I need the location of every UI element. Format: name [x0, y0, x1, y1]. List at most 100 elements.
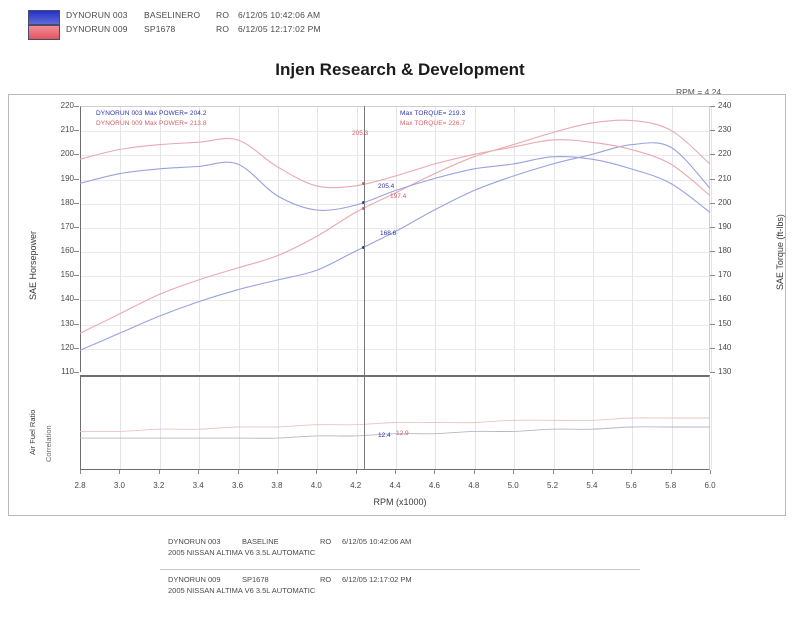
gridline-horizontal [81, 300, 709, 302]
x-axis-tick [355, 470, 357, 474]
legend-row-run-009: DYNORUN 009 SP1678 RO 6/12/05 12:17:02 PM [66, 22, 321, 36]
x-axis-tick [591, 470, 593, 474]
x-axis-tick-label: 3.8 [271, 481, 283, 490]
rpm-cursor-line[interactable] [363, 106, 365, 470]
y-axis-left-tick [74, 106, 79, 107]
run-vehicle: 2005 NISSAN ALTIMA V6 3.5L AUTOMATIC [168, 548, 316, 557]
x-axis-tick [710, 470, 711, 474]
y-axis-correlation-title: Correlation [44, 425, 53, 462]
legend-power-red: DYNORUN 009 Max POWER= 213.8 [96, 120, 207, 127]
gridline-vertical [671, 107, 673, 372]
y-axis-left-tick [74, 130, 79, 132]
y-axis-right-tick-label: 200 [718, 197, 732, 207]
y-axis-left-tick-label: 190 [60, 173, 74, 183]
x-axis-tick-label: 4.6 [428, 481, 440, 490]
legend-run-id: DYNORUN 009 [66, 24, 128, 34]
x-axis-tick-label: 3.6 [231, 481, 244, 490]
run-id: DYNORUN 003 [168, 537, 221, 546]
y-axis-right-tick [710, 202, 715, 204]
x-axis-tick [670, 470, 672, 474]
gridline-vertical [632, 107, 634, 372]
y-axis-right-tick-label: 180 [718, 246, 732, 256]
gridline-vertical [120, 377, 122, 469]
gridline-vertical [435, 107, 437, 372]
x-axis-tick-label: 4.4 [389, 481, 401, 490]
gridline-vertical [553, 107, 555, 372]
y-axis-right-tick [710, 347, 715, 349]
gridline-vertical [514, 377, 516, 469]
y-axis-left-tick-label: 130 [60, 318, 74, 328]
y-axis-left-tick-label: 150 [60, 270, 74, 280]
swatch-run-003 [28, 10, 60, 25]
y-axis-left-tick [74, 372, 79, 373]
x-axis-tick [237, 470, 239, 474]
y-axis-left-tick-label: 170 [60, 221, 74, 231]
y-axis-right-tick-label: 140 [718, 342, 732, 352]
callout-afr-blue: 12.4 [378, 432, 391, 439]
run-detail-block: DYNORUN 009 SP1678 RO 6/12/05 12:17:02 PM 2… [160, 569, 640, 601]
gridline-vertical [396, 107, 397, 372]
x-axis-tick [552, 470, 554, 474]
legend-timestamp: 6/12/05 12:17:02 PM [238, 24, 321, 34]
run-timestamp: 6/12/05 10:42:06 AM [342, 537, 412, 546]
gridline-horizontal [81, 203, 709, 205]
gridline-vertical [474, 377, 476, 469]
x-axis-tick-label: 5.2 [546, 481, 559, 490]
y-axis-left-tick-label: 220 [60, 101, 74, 110]
top-run-legend: DYNORUN 003 BASELINERO RO 6/12/05 10:42:06 … [28, 8, 448, 44]
y-axis-afr-title: Air Fuel Ratio [28, 409, 37, 455]
gridline-horizontal [81, 348, 709, 350]
callout-afr-red: 12.9 [396, 430, 409, 437]
y-axis-left-tick [74, 251, 79, 253]
x-axis-tick-label: 4.8 [468, 481, 480, 490]
y-axis-right-tick [710, 323, 715, 325]
gridline-vertical [553, 377, 555, 469]
legend-torque-blue: Max TORQUE= 219.3 [400, 110, 466, 117]
run-detail-header: DYNORUN 009 SP1678 RO 6/12/05 12:17:02 PM [168, 574, 640, 585]
gridline-horizontal [81, 252, 709, 254]
callout-torque-blue: 205.4 [378, 183, 395, 190]
gridline-vertical [238, 107, 240, 372]
gridline-vertical [474, 107, 476, 372]
gridline-vertical [435, 377, 437, 469]
y-axis-right-tick [710, 106, 715, 107]
y-axis-right-tick [710, 154, 715, 156]
y-axis-right-tick-label: 230 [718, 125, 732, 135]
y-axis-right-tick-label: 160 [718, 294, 732, 304]
callout-power-blue: 168.6 [380, 230, 397, 237]
x-axis-tick [513, 470, 515, 474]
gridline-vertical [277, 377, 279, 469]
x-axis-tick [473, 470, 475, 474]
x-axis-tick-label: 5.4 [586, 481, 598, 490]
x-axis-tick-label: 4.2 [350, 481, 362, 490]
legend-ro-label: RO [216, 10, 230, 20]
x-axis-tick-label: 4.0 [310, 481, 322, 490]
run-ro-label: RO [320, 537, 332, 546]
y-axis-right-tick-label: 220 [718, 149, 732, 159]
y-axis-left-tick [74, 275, 79, 277]
y-axis-left-tick [74, 178, 79, 180]
legend-run-name: SP1678 [144, 24, 176, 34]
y-axis-left-tick-label: 140 [60, 294, 74, 304]
gridline-vertical [514, 107, 516, 372]
gridline-vertical [238, 377, 240, 469]
y-axis-left-tick-label: 110 [61, 367, 74, 376]
y-axis-right-tick [710, 226, 715, 228]
y-axis-right-tick-label: 130 [718, 367, 732, 376]
gridline-vertical [711, 377, 712, 469]
run-detail-table: DYNORUN 003 BASELINE RO 6/12/05 10:42:06 AM… [160, 532, 640, 601]
y-axis-left-tick [74, 347, 79, 349]
y-axis-right-tick [710, 178, 715, 180]
swatch-run-009 [28, 25, 60, 40]
x-axis-tick [80, 470, 81, 474]
x-axis-tick [119, 470, 121, 474]
gridline-horizontal [81, 276, 709, 278]
run-ro-label: RO [320, 575, 332, 584]
gridline-vertical [317, 107, 319, 372]
y-axis-left-tick [74, 154, 79, 156]
run-timestamp: 6/12/05 12:17:02 PM [342, 575, 412, 584]
legend-ro-label: RO [216, 24, 230, 34]
x-axis-tick [434, 470, 436, 474]
gridline-horizontal [81, 324, 709, 326]
